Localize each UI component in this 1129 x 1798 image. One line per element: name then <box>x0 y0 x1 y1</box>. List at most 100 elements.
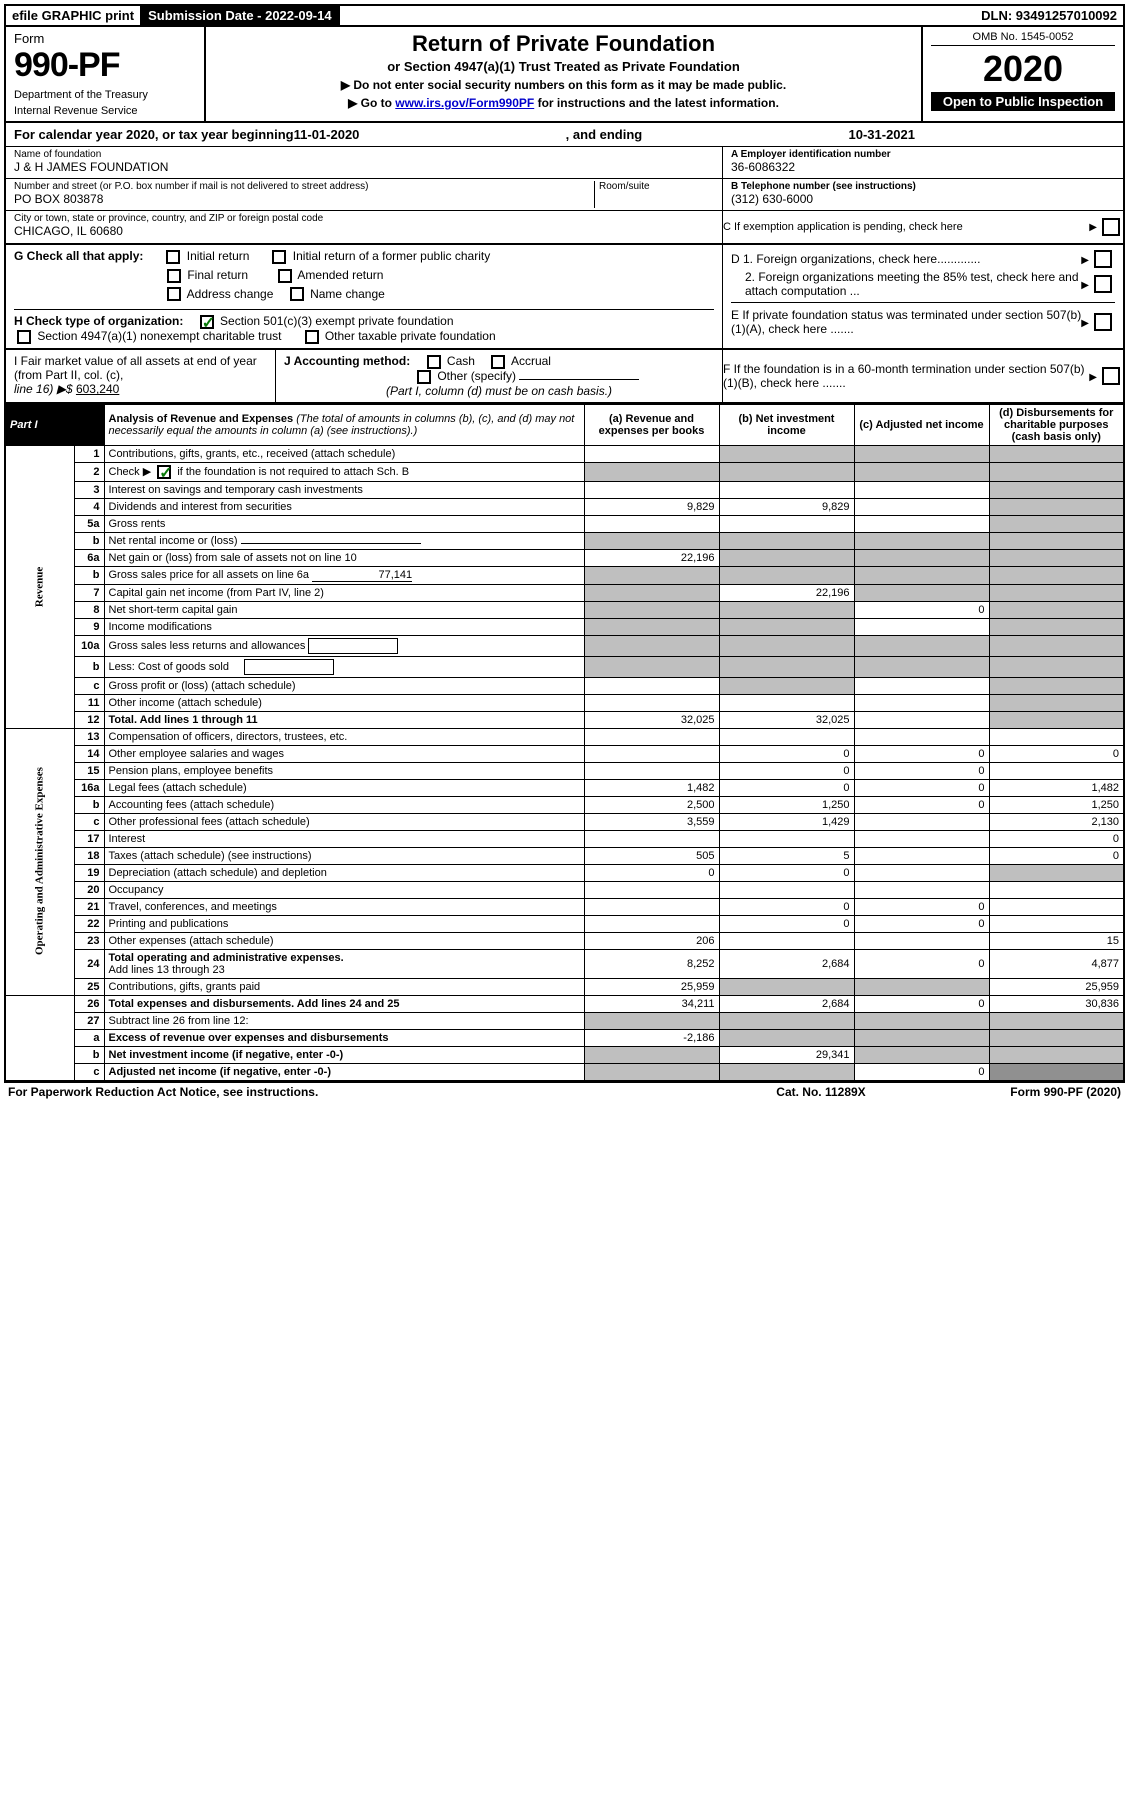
footer-left: For Paperwork Reduction Act Notice, see … <box>8 1085 721 1099</box>
g-amended-checkbox[interactable] <box>278 269 292 283</box>
addr-label: Number and street (or P.O. box number if… <box>14 181 594 192</box>
form-number: 990-PF <box>14 46 196 85</box>
e-checkbox[interactable] <box>1094 313 1112 331</box>
ein-value: 36-6086322 <box>731 160 1115 174</box>
h-4947-checkbox[interactable] <box>17 330 31 344</box>
c-label: C If exemption application is pending, c… <box>723 221 1089 233</box>
row-27a: aExcess of revenue over expenses and dis… <box>5 1029 1124 1046</box>
row-1: Revenue 1 Contributions, gifts, grants, … <box>5 445 1124 462</box>
row-22: 22Printing and publications 00 <box>5 915 1124 932</box>
g-label: G Check all that apply: <box>14 249 143 263</box>
g-initial-return-checkbox[interactable] <box>166 250 180 264</box>
row-3: 3Interest on savings and temporary cash … <box>5 481 1124 498</box>
row-15: 15Pension plans, employee benefits 00 <box>5 762 1124 779</box>
form-subtitle: or Section 4947(a)(1) Trust Treated as P… <box>214 59 913 74</box>
room-label: Room/suite <box>599 181 714 192</box>
row-26: 26Total expenses and disbursements. Add … <box>5 995 1124 1012</box>
col-d-header: (d) Disbursements for charitable purpose… <box>989 404 1124 445</box>
phone-value: (312) 630-6000 <box>731 192 1115 206</box>
dln-label: DLN: 93491257010092 <box>975 6 1123 25</box>
open-public: Open to Public Inspection <box>931 92 1115 111</box>
row-21: 21Travel, conferences, and meetings 00 <box>5 898 1124 915</box>
row-19: 19Depreciation (attach schedule) and dep… <box>5 864 1124 881</box>
note-goto: ▶ Go to www.irs.gov/Form990PF for instru… <box>214 96 913 110</box>
form-title: Return of Private Foundation <box>214 31 913 57</box>
irs-link[interactable]: www.irs.gov/Form990PF <box>395 96 534 110</box>
identity-section: Name of foundation J & H JAMES FOUNDATIO… <box>4 147 1125 245</box>
form-header: Form 990-PF Department of the Treasury I… <box>4 27 1125 123</box>
footer-right: Form 990-PF (2020) <box>921 1085 1121 1099</box>
j-cash-checkbox[interactable] <box>427 355 441 369</box>
g-final-return-checkbox[interactable] <box>167 269 181 283</box>
i-label: I Fair market value of all assets at end… <box>14 354 267 382</box>
submission-date: Submission Date - 2022-09-14 <box>142 6 340 25</box>
irs-label: Internal Revenue Service <box>14 105 196 117</box>
row-6a: 6aNet gain or (loss) from sale of assets… <box>5 549 1124 566</box>
dept-label: Department of the Treasury <box>14 89 196 101</box>
j-note: (Part I, column (d) must be on cash basi… <box>284 384 714 398</box>
note-ssn: ▶ Do not enter social security numbers o… <box>214 78 913 92</box>
phone-label: B Telephone number (see instructions) <box>731 181 1115 192</box>
row-16a: 16aLegal fees (attach schedule) 1,482001… <box>5 779 1124 796</box>
row-9: 9Income modifications <box>5 618 1124 635</box>
footer: For Paperwork Reduction Act Notice, see … <box>4 1082 1125 1101</box>
row-13: Operating and Administrative Expenses 13… <box>5 728 1124 745</box>
row-27b: bNet investment income (if negative, ent… <box>5 1046 1124 1063</box>
g-address-change-checkbox[interactable] <box>167 287 181 301</box>
g-initial-former-checkbox[interactable] <box>272 250 286 264</box>
h-label: H Check type of organization: <box>14 314 183 328</box>
calendar-year-row: For calendar year 2020, or tax year begi… <box>4 123 1125 147</box>
footer-mid: Cat. No. 11289X <box>721 1085 921 1099</box>
d2-checkbox[interactable] <box>1094 275 1112 293</box>
row-16b: bAccounting fees (attach schedule) 2,500… <box>5 796 1124 813</box>
row-25: 25Contributions, gifts, grants paid 25,9… <box>5 978 1124 995</box>
row-20: 20Occupancy <box>5 881 1124 898</box>
city-state-zip: CHICAGO, IL 60680 <box>14 224 714 238</box>
f-checkbox[interactable] <box>1102 367 1120 385</box>
omb-number: OMB No. 1545-0052 <box>931 31 1115 46</box>
row-27c: cAdjusted net income (if negative, enter… <box>5 1063 1124 1081</box>
row-10a: 10aGross sales less returns and allowanc… <box>5 635 1124 656</box>
part1-table: Part I Analysis of Revenue and Expenses … <box>4 404 1125 1082</box>
revenue-side-label: Revenue <box>5 445 74 728</box>
efile-label[interactable]: efile GRAPHIC print <box>6 6 142 25</box>
row-8: 8Net short-term capital gain 0 <box>5 601 1124 618</box>
j-label: J Accounting method: <box>284 354 410 368</box>
row-11: 11Other income (attach schedule) <box>5 694 1124 711</box>
sch-b-checkbox[interactable] <box>157 465 171 479</box>
j-accrual-checkbox[interactable] <box>491 355 505 369</box>
col-c-header: (c) Adjusted net income <box>854 404 989 445</box>
part1-title-cell: Analysis of Revenue and Expenses (The to… <box>104 404 584 445</box>
part1-tag: Part I <box>5 404 104 445</box>
e-label: E If private foundation status was termi… <box>731 308 1081 336</box>
row-27: 27Subtract line 26 from line 12: <box>5 1012 1124 1029</box>
row-12: 12Total. Add lines 1 through 11 32,02532… <box>5 711 1124 728</box>
year-end: 10-31-2021 <box>849 127 916 142</box>
row-10c: cGross profit or (loss) (attach schedule… <box>5 677 1124 694</box>
c-checkbox[interactable] <box>1102 218 1120 236</box>
g-h-section: G Check all that apply: Initial return I… <box>4 245 1125 350</box>
tax-year: 2020 <box>931 48 1115 90</box>
row-5b: bNet rental income or (loss) <box>5 532 1124 549</box>
h-501c3-checkbox[interactable] <box>200 315 214 329</box>
row-23: 23Other expenses (attach schedule) 20615 <box>5 932 1124 949</box>
row-6b: bGross sales price for all assets on lin… <box>5 566 1124 584</box>
f-label: F If the foundation is in a 60-month ter… <box>723 362 1089 390</box>
d2-label: 2. Foreign organizations meeting the 85%… <box>731 270 1081 298</box>
row-4: 4Dividends and interest from securities … <box>5 498 1124 515</box>
col-b-header: (b) Net investment income <box>719 404 854 445</box>
foundation-name: J & H JAMES FOUNDATION <box>14 160 714 174</box>
g-name-change-checkbox[interactable] <box>290 287 304 301</box>
j-other-checkbox[interactable] <box>417 370 431 384</box>
row-16c: cOther professional fees (attach schedul… <box>5 813 1124 830</box>
h-other-taxable-checkbox[interactable] <box>305 330 319 344</box>
opex-side-label: Operating and Administrative Expenses <box>5 728 74 995</box>
d1-checkbox[interactable] <box>1094 250 1112 268</box>
top-bar: efile GRAPHIC print Submission Date - 20… <box>4 4 1125 27</box>
i-value: 603,240 <box>76 382 119 396</box>
col-a-header: (a) Revenue and expenses per books <box>584 404 719 445</box>
form-word: Form <box>14 31 196 46</box>
name-label: Name of foundation <box>14 149 714 160</box>
address: PO BOX 803878 <box>14 192 594 206</box>
row-2: 2 Check ▶ if the foundation is not requi… <box>5 462 1124 481</box>
